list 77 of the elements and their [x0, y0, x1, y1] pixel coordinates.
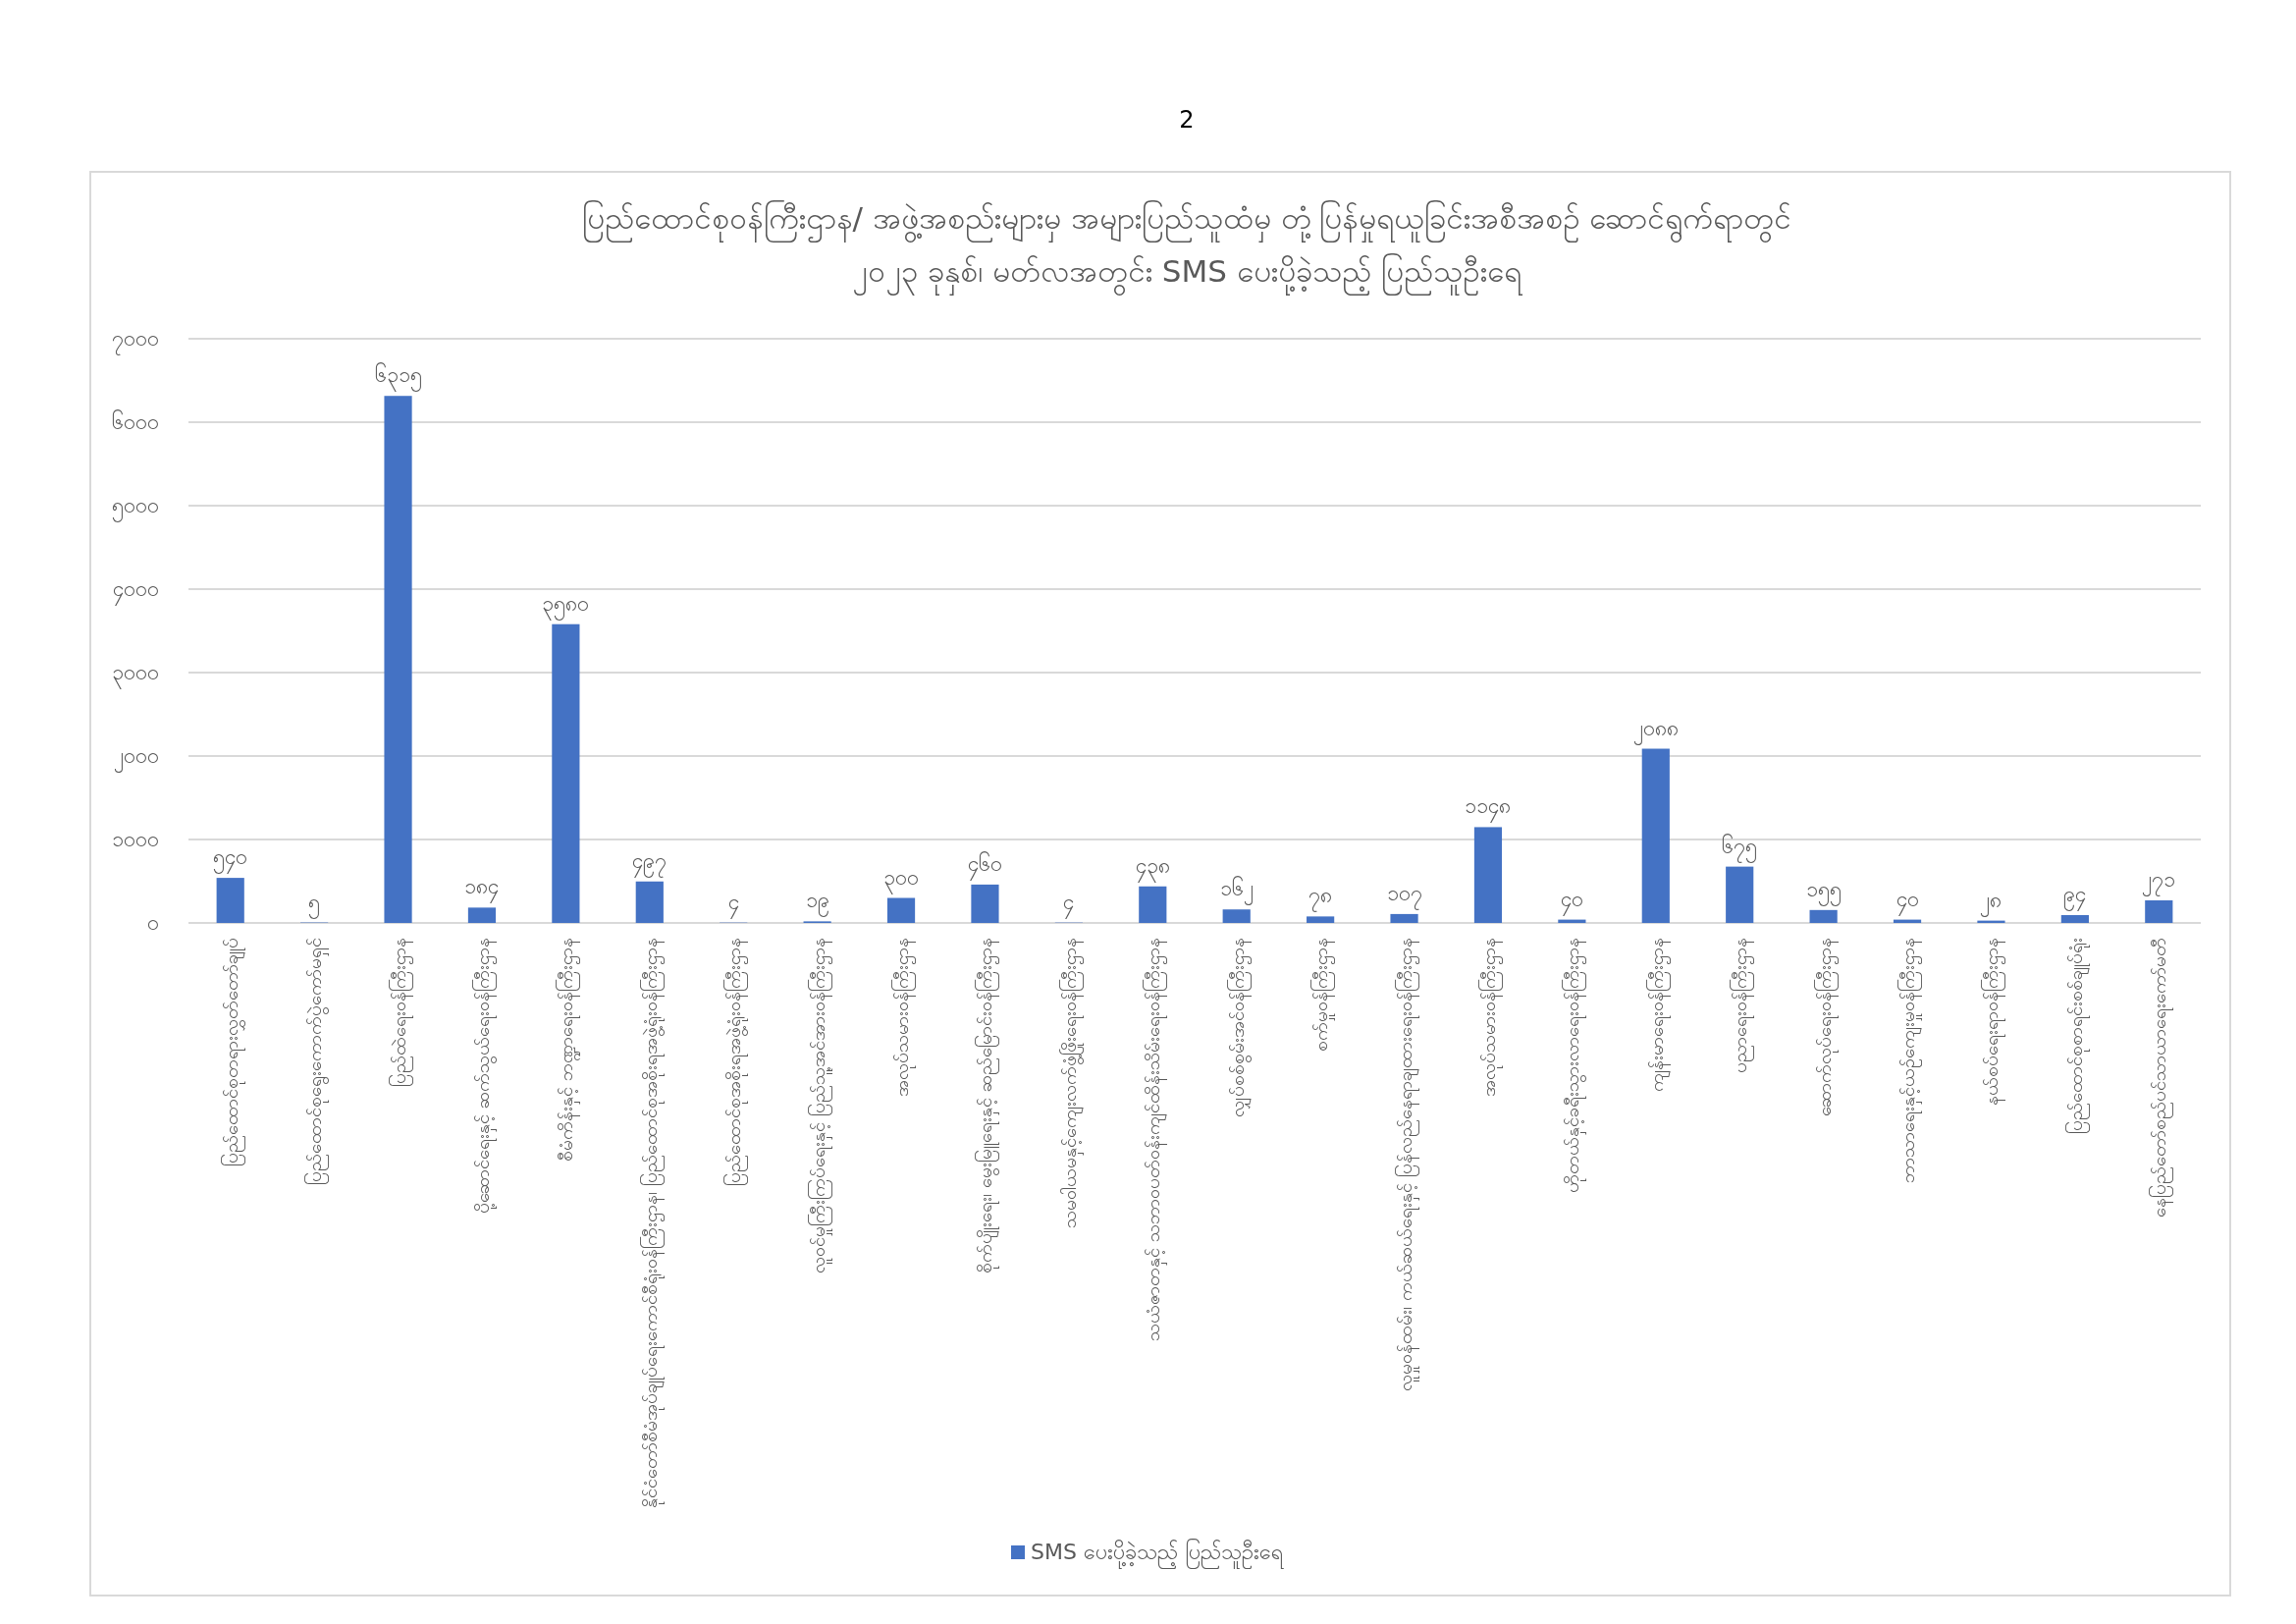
bar — [2060, 915, 2089, 923]
data-label: ၄ — [1063, 890, 1075, 919]
data-label: ၄ — [727, 890, 739, 919]
data-label: ၇၈ — [1308, 884, 1333, 913]
bar — [635, 881, 664, 923]
data-label: ၂၀၈၈ — [1632, 716, 1679, 745]
x-tick-label: ပညာရေးဝန်ကြီးဌာန — [1730, 938, 1755, 1073]
bar — [467, 907, 497, 923]
y-tick-label: ၀ — [147, 911, 159, 935]
y-tick-label: ၇၀၀၀ — [112, 327, 159, 355]
chart-title: ပြည်ထောင်စုဝန်ကြီးဌာန/ အဖွဲ့အစည်းများမှ အများပြည်သူထံမှ တုံ့ပြန်မှုရယူခြင်းအစီအစဉ် ဆောင်ရွက်ရာတွင် — [581, 200, 1792, 243]
data-label: ၅၄၀ — [213, 845, 248, 875]
data-label: ၁၆၂ — [1219, 876, 1254, 906]
y-tick-label: ၃၀၀၀ — [112, 661, 159, 689]
data-label: ၄၀ — [1896, 887, 1919, 916]
bar — [384, 396, 412, 923]
x-tick-label: အလုပ်သမားဝန်ကြီးဌာန — [891, 938, 917, 1097]
data-label: ၂၈ — [1980, 888, 2002, 917]
x-tick-label: လျှပ်စစ်စွမ်းအင်ဝန်ကြီးဌာန — [1226, 938, 1252, 1117]
data-label: ၁၅၅ — [1805, 877, 1842, 906]
bar — [1139, 886, 1167, 923]
x-tick-label: ပြည်ထဲရေးဝန်ကြီးဌာန — [388, 938, 413, 1087]
x-tick-label: ပြည်ထောင်စုရွေးကောက်ပွဲကော်မရှင် — [304, 938, 330, 1185]
x-tick-label: ပြည်ထောင်စုစာရင်းစစ်ချုပ်ရုံး — [2064, 938, 2090, 1134]
y-tick-label: ၂၀၀၀ — [114, 744, 159, 773]
chart-subtitle: ၂၀၂၃ ခုနှစ်၊ မတ်လအတွင်း SMS ပေးပို့ခဲ့သည့် ပြည်သူဦးရေ — [852, 253, 1522, 296]
y-tick-label: ၆၀၀၀ — [112, 409, 159, 434]
x-tick-label: ဆောက်လုပ်ရေးဝန်ကြီးဌာန — [1813, 938, 1839, 1116]
x-tick-label: သယံဇာတနှင့် သဘာဝပတ်ဝန်းကျင်ထိန်းသိမ်းရေးဝန်ကြီးဌာန — [1143, 938, 1168, 1341]
data-label: ၂၇၁ — [2142, 867, 2176, 896]
bar — [1222, 909, 1251, 923]
data-label: ၄၃၈ — [1135, 853, 1170, 883]
x-tick-label: ကျန်းမာရေးဝန်ကြီးဌာန — [1645, 938, 1671, 1092]
y-tick-label: ၄၀၀၀ — [113, 577, 159, 606]
x-tick-label: နေပြည်တော်စည်ပင်သာယာရေးကော်မတီ — [2149, 938, 2174, 1218]
x-tick-label: နယ်စပ်ရေးရာဝန်ကြီးဌာန — [1981, 938, 2006, 1106]
x-tick-label: စက်မှုဝန်ကြီးဌာန — [1310, 938, 1336, 1052]
x-tick-label: လူဝင်မှုကြီးကြပ်ရေးနှင့် ပြည်သူ့အင်အားဝန်ကြီးဌာန — [807, 938, 832, 1273]
x-tick-label: အလုပ်သမားဝန်ကြီးဌာန — [1477, 938, 1503, 1097]
data-label: ၆၇၅ — [1722, 833, 1758, 863]
bar — [1307, 916, 1335, 923]
data-label: ၃၀၀ — [883, 865, 920, 894]
bar — [2145, 899, 2173, 923]
bar — [216, 878, 244, 923]
x-tick-label: လူမှုဝန်ထမ်း၊ ကယ်ဆယ်ရေးနှင့် ပြန်လည်နေရာချထားရေးဝန်ကြီးဌာန — [1394, 938, 1419, 1391]
data-label: ၆၃၁၅ — [374, 362, 422, 393]
x-tick-label: ပြည်ထောင်စုအစိုးရအဖွဲ့ရုံးဝန်ကြီးဌာန — [723, 938, 749, 1186]
x-tick-label: သမဝါယမနှင့်ကျေးလက်ဖွံ့ဖြိုးရေးဝန်ကြီးဌာန — [1058, 938, 1084, 1228]
x-tick-label: နိုင်ငံတော်စီမံအုပ်ချုပ်ရေးကောင်စီရုံးဝန်ကြီးဌာန၊ ပြည်ထောင်စုအစိုးရအဖွဲ့ရုံးဝန်ကြီးဌာန — [639, 938, 665, 1508]
x-tick-label: ပြည်ထောင်စုတရားလွှတ်တော်ချုပ် — [220, 938, 245, 1166]
bar — [971, 884, 999, 923]
data-label: ၅ — [308, 890, 321, 919]
bar — [1809, 909, 1838, 923]
data-label: ၉၄ — [2063, 883, 2087, 912]
text: 2 — [1179, 106, 1195, 134]
data-label: ၄၉၇ — [632, 848, 667, 878]
x-tick-label: စိုက်ပျိုးရေး၊ မွေးမြူရေးနှင့် ဆည်မြောင်းဝန်ကြီးဌာန — [975, 938, 1000, 1273]
bar — [1726, 866, 1754, 923]
x-tick-label: စီမံကိန်းနှင့် ဘဏ္ဍာရေးဝန်ကြီးဌာန — [556, 938, 581, 1162]
bar — [886, 897, 916, 923]
data-label: ၁၉ — [805, 889, 829, 918]
bar — [1390, 913, 1418, 923]
bar — [1641, 748, 1670, 923]
data-label: ၁၀၇ — [1386, 881, 1422, 910]
data-label: ၃၅၈၀ — [542, 591, 590, 621]
x-tick-label: ဟိုတယ်နှင့်ခရီးသွားလာရေးဝန်ကြီးဌာန — [1562, 938, 1587, 1193]
bar — [552, 623, 580, 923]
x-tick-label: ဘာသာရေးနှင့်ယဉ်ကျေးမှုဝန်ကြီးဌာန — [1897, 938, 1923, 1183]
legend-label: SMS ပေးပို့ခဲ့သည့် ပြည်သူဦးရေ — [1031, 1539, 1284, 1569]
y-tick-label: ၁၀၀၀ — [112, 828, 159, 851]
data-label: ၁၁၄၈ — [1465, 794, 1512, 824]
bar — [1473, 827, 1503, 923]
x-tick-label: ပို့ဆောင်ရေးနှင့် ဆက်သွယ်ရေးဝန်ကြီးဌာန — [471, 938, 497, 1214]
data-label: ၄၀ — [1560, 887, 1583, 916]
data-label: ၄၆၀ — [967, 850, 1002, 881]
data-label: ၁၈၄ — [464, 875, 500, 904]
y-tick-label: ၅၀၀၀ — [112, 494, 159, 522]
